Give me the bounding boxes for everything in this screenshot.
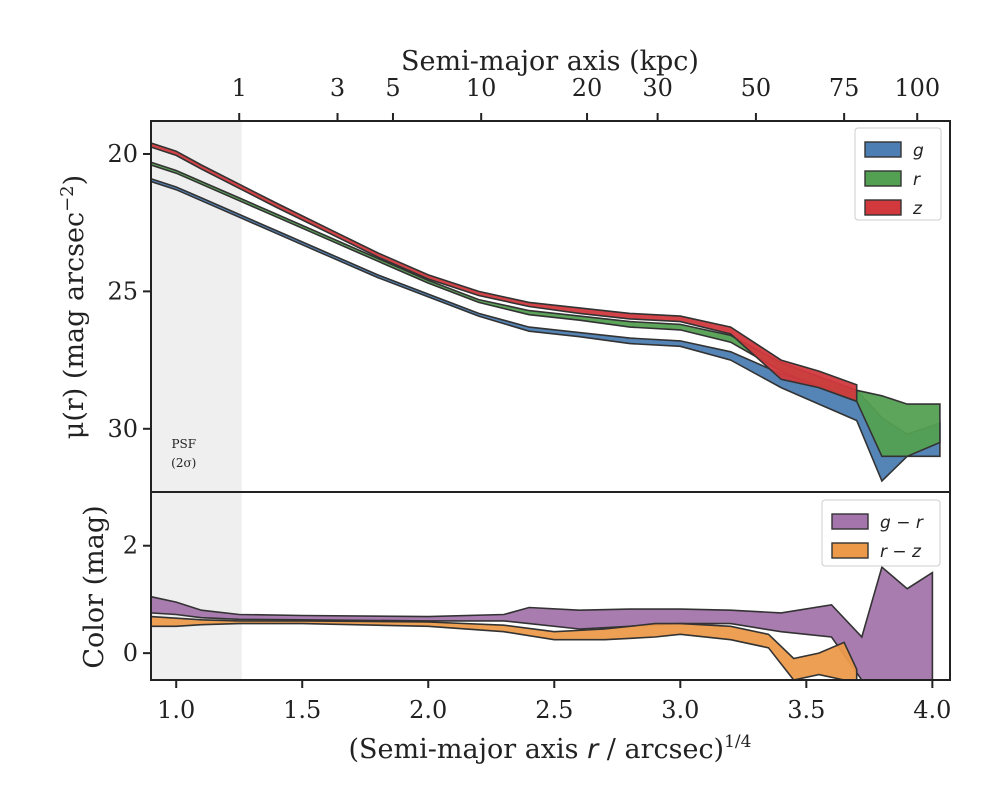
x-tick-label: 1.0 <box>157 696 195 724</box>
surface-brightness-panel: 20 25 30 1 3 5 10 20 30 50 75 100 PSF (2σ) grz <box>107 74 951 493</box>
bottom-y-ticks: 02 <box>123 532 151 667</box>
legend-swatch <box>831 513 869 530</box>
series-area-z <box>150 141 858 403</box>
kpc-tick-label: 100 <box>894 74 940 102</box>
legend-label: z <box>912 199 923 219</box>
bottom-x-ticks: 1.0 1.5 2.0 2.5 3.0 3.5 4.0 <box>157 680 951 724</box>
x-tick-label: 2.0 <box>409 696 447 724</box>
kpc-tick-label: 5 <box>385 74 400 102</box>
color-legend: g − r r − z <box>821 499 941 567</box>
color-y-tick-label: 0 <box>123 639 138 667</box>
legend-label: r − z <box>880 542 922 562</box>
kpc-tick-label: 10 <box>466 74 497 102</box>
psf-band-top <box>151 121 242 492</box>
psf-band-bottom <box>151 492 242 680</box>
x-tick-label: 2.5 <box>535 696 573 724</box>
y-tick-label: 30 <box>107 415 138 443</box>
legend-swatch <box>864 141 902 158</box>
color-series <box>150 565 934 681</box>
kpc-tick-label: 1 <box>232 74 247 102</box>
legend-label: g − r <box>880 513 924 533</box>
y-axis-label-main: μ(r) (mag arcsec−2) <box>57 175 90 439</box>
kpc-tick-label: 3 <box>330 74 345 102</box>
kpc-tick-label: 50 <box>741 74 772 102</box>
legend-swatch <box>864 199 902 216</box>
legend-label: r <box>913 170 921 190</box>
x-tick-label: 3.5 <box>787 696 825 724</box>
y-tick-label: 20 <box>107 140 138 168</box>
surface-brightness-series <box>150 141 941 483</box>
series-area-g <box>150 177 941 483</box>
legend-swatch <box>864 170 902 187</box>
legend-label: g <box>913 141 924 161</box>
x-tick-label: 1.5 <box>283 696 321 724</box>
series-area-r <box>150 161 941 458</box>
color-y-tick-label: 2 <box>123 532 138 560</box>
y-axis-label-color: Color (mag) <box>79 505 110 668</box>
top-kpc-ticks: 1 3 5 10 20 30 50 75 100 <box>232 74 940 121</box>
y-tick-label: 25 <box>107 277 138 305</box>
legend-swatch <box>831 542 869 559</box>
bottom-panel-frame <box>150 491 951 681</box>
kpc-tick-label: 75 <box>829 74 860 102</box>
x-tick-label: 3.0 <box>661 696 699 724</box>
psf-label-line1: PSF <box>171 437 196 451</box>
top-y-ticks: 20 25 30 <box>107 140 151 443</box>
x-tick-label: 4.0 <box>913 696 951 724</box>
color-panel: 02 1.0 1.5 2.0 2.5 3.0 3.5 4.0 g − rr − z <box>123 491 951 724</box>
top-axis-label: Semi-major axis (kpc) <box>401 46 699 77</box>
kpc-tick-label: 30 <box>642 74 673 102</box>
band-legend: grz <box>854 127 942 221</box>
psf-label-line2: (2σ) <box>171 456 196 470</box>
x-axis-label: (Semi-major axis r / arcsec)1/4 <box>349 732 752 765</box>
kpc-tick-label: 20 <box>572 74 603 102</box>
